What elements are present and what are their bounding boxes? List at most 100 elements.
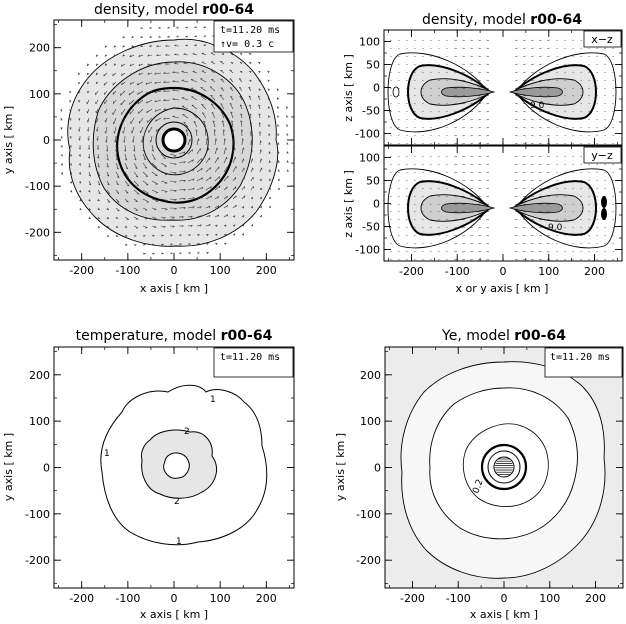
velocity-vector — [522, 235, 527, 237]
x-tick-label: 100 — [538, 265, 559, 278]
velocity-vector — [461, 87, 466, 89]
velocity-vector — [169, 162, 177, 165]
velocity-vector — [437, 143, 440, 145]
velocity-vector-head — [267, 88, 270, 91]
velocity-vector — [546, 39, 551, 41]
velocity-vector — [522, 227, 527, 229]
velocity-vector — [461, 47, 466, 49]
velocity-vector — [485, 187, 490, 189]
velocity-vector — [187, 206, 195, 209]
velocity-vector-head — [137, 101, 139, 105]
velocity-vector — [429, 87, 432, 89]
velocity-vector — [429, 227, 432, 229]
velocity-vector — [564, 203, 567, 205]
velocity-vector-head — [154, 72, 157, 75]
velocity-vector — [469, 163, 474, 165]
velocity-vector — [564, 79, 567, 81]
velocity-vector-head — [224, 242, 227, 245]
velocity-vector — [112, 81, 117, 86]
velocity-vector — [469, 39, 474, 41]
y-tick-label: 0 — [373, 82, 380, 95]
velocity-vector — [522, 95, 527, 97]
velocity-vector — [530, 227, 535, 229]
velocity-vector — [538, 155, 543, 157]
axis-ticks: -200 -100 0 100 200 -200 -100 0 100 200 — [25, 347, 294, 605]
velocity-vector — [192, 113, 198, 119]
velocity-vector — [389, 187, 392, 189]
velocity-vector — [514, 63, 519, 65]
velocity-vector — [187, 149, 193, 155]
velocity-vector — [249, 104, 252, 110]
velocity-vector — [469, 127, 474, 129]
velocity-vector-head — [88, 218, 91, 220]
velocity-vector — [477, 227, 482, 229]
velocity-vector-head — [211, 112, 214, 114]
velocity-vector-head — [60, 145, 63, 148]
velocity-vector — [461, 95, 466, 97]
velocity-vector — [546, 187, 551, 189]
velocity-vector — [397, 111, 400, 113]
velocity-vector — [115, 180, 119, 185]
velocity-vector — [469, 235, 474, 237]
velocity-vector-head — [248, 86, 251, 89]
velocity-vector — [564, 39, 567, 41]
velocity-vector — [530, 87, 535, 89]
velocity-vector — [461, 127, 466, 129]
time-label: t=11.20 ms — [550, 352, 610, 363]
velocity-vector — [405, 235, 408, 237]
velocity-vector — [612, 243, 615, 245]
velocity-vector — [461, 163, 466, 165]
velocity-vector-head — [104, 54, 106, 57]
velocity-vector — [469, 211, 474, 213]
velocity-vector-head — [219, 185, 221, 189]
velocity-vector — [564, 251, 567, 253]
velocity-vector-head — [287, 169, 289, 172]
velocity-vector — [485, 195, 490, 197]
velocity-vector — [114, 126, 117, 134]
velocity-vector-head — [268, 133, 271, 136]
velocity-vector — [220, 70, 225, 74]
velocity-vector — [389, 143, 392, 145]
velocity-vector-head — [192, 188, 195, 191]
velocity-vector — [405, 187, 408, 189]
velocity-vector — [461, 143, 466, 145]
velocity-vector — [205, 167, 211, 173]
velocity-vector-head — [217, 196, 219, 199]
velocity-vector-head — [197, 243, 200, 246]
velocity-vector — [445, 63, 448, 65]
velocity-vector — [445, 179, 448, 181]
velocity-vector — [214, 205, 220, 209]
velocity-vector — [187, 187, 195, 191]
velocity-vector — [572, 203, 575, 205]
velocity-vector — [604, 163, 607, 165]
velocity-vector — [437, 195, 440, 197]
velocity-vector — [151, 198, 159, 202]
velocity-vector-head — [240, 120, 243, 123]
velocity-vector — [142, 144, 145, 152]
velocity-vector — [389, 171, 392, 173]
velocity-vector — [514, 219, 519, 221]
velocity-vector — [572, 251, 575, 253]
velocity-vector-head — [156, 63, 159, 65]
velocity-vector — [538, 203, 543, 205]
x-tick-label: 0 — [500, 265, 507, 278]
velocity-vector-head — [170, 234, 173, 237]
velocity-vector-head — [250, 122, 252, 125]
velocity-vector — [453, 135, 458, 137]
velocity-vector — [445, 259, 448, 261]
velocity-vector — [429, 235, 432, 237]
velocity-vector — [413, 195, 416, 197]
velocity-vector — [220, 61, 225, 65]
velocity-vector — [556, 203, 559, 205]
velocity-vector — [389, 39, 392, 41]
velocity-vector — [485, 111, 490, 113]
velocity-vector — [469, 155, 474, 157]
velocity-vector — [151, 189, 159, 193]
velocity-vector — [239, 95, 243, 101]
velocity-vector — [556, 95, 559, 97]
velocity-vector-head — [122, 131, 124, 134]
velocity-vector — [485, 135, 490, 137]
velocity-vector-head — [204, 129, 207, 132]
velocity-vector — [588, 211, 591, 213]
velocity-vector — [588, 219, 591, 221]
